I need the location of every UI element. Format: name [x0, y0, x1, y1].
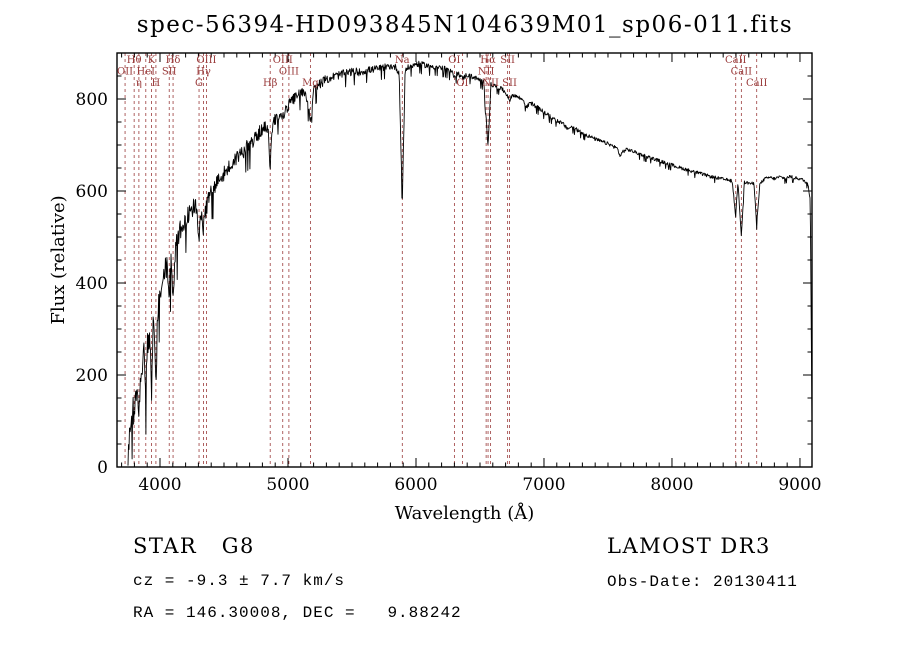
x-tick-label: 8000	[650, 475, 693, 495]
spectral-line-label: CaII	[731, 67, 753, 78]
y-tick-label: 600	[76, 182, 108, 202]
spectral-line-label: Hα	[480, 55, 496, 66]
spectral-line-label: OIII	[279, 67, 299, 78]
spectral-line-label: G	[195, 78, 203, 89]
plot-frame	[116, 52, 813, 468]
spectral-line-label: SII	[500, 55, 515, 66]
x-tick-label: 4000	[138, 475, 181, 495]
spectral-line-label: OII	[117, 67, 133, 78]
spectral-line-label: NII	[482, 78, 499, 89]
obs-date: Obs-Date: 20130411	[607, 573, 798, 591]
spectrum-path	[127, 60, 813, 466]
spectral-line-label: OI	[456, 78, 468, 89]
spectral-line-label: Mg	[302, 78, 319, 89]
spectral-line-label: Hθ	[127, 55, 142, 66]
spectral-line-label: Na	[395, 55, 410, 66]
spectral-line-label: H	[152, 78, 161, 89]
y-tick-label: 800	[76, 90, 108, 110]
cz-value: cz = -9.3 ± 7.7 km/s	[133, 572, 346, 590]
spectral-line-label: OI	[448, 55, 460, 66]
x-axis-label: Wavelength (Å)	[395, 502, 535, 524]
spectral-line-label: Hβ	[263, 78, 278, 89]
x-tick-label: 5000	[266, 475, 309, 495]
spectral-line-label: HeI	[137, 67, 156, 78]
object-class-label: STAR G8	[133, 534, 255, 558]
y-tick-label: 400	[76, 274, 108, 294]
y-tick-label: 200	[76, 366, 108, 386]
plot-title: spec-56394-HD093845N104639M01_sp06-011.f…	[136, 12, 794, 38]
spectral-line-label: K	[148, 55, 156, 66]
y-tick-label: 0	[97, 458, 108, 478]
spectral-line-label: SII	[162, 67, 177, 78]
spectral-line-label: CaII	[725, 55, 747, 66]
spectral-line-label: Hδ	[166, 55, 181, 66]
ra-dec-value: RA = 146.30008, DEC = 9.88242	[133, 604, 462, 622]
spectral-line-label: η	[136, 78, 142, 89]
y-axis-label: Flux (relative)	[48, 195, 69, 324]
spectral-line-label: SII	[502, 78, 517, 89]
spectral-line-label: NII	[478, 67, 495, 78]
x-tick-label: 9000	[778, 475, 821, 495]
spectral-line-label: Hγ	[196, 67, 211, 78]
x-tick-label: 7000	[522, 475, 565, 495]
spectral-line-label: OIII	[273, 55, 293, 66]
spectral-line-label: OIII	[196, 55, 216, 66]
spectral-line-label: CaII	[746, 78, 768, 89]
survey-label: LAMOST DR3	[607, 534, 771, 558]
x-tick-label: 6000	[394, 475, 437, 495]
